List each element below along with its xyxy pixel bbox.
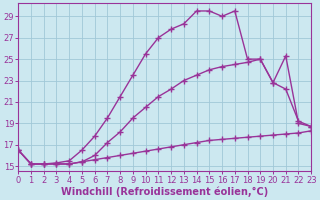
X-axis label: Windchill (Refroidissement éolien,°C): Windchill (Refroidissement éolien,°C) <box>61 186 268 197</box>
